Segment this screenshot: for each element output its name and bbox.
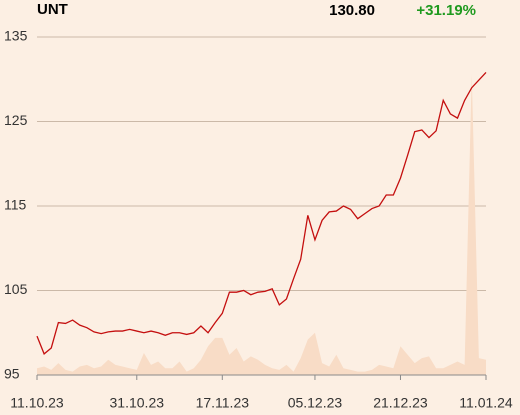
price-line	[36, 72, 487, 355]
y-tick-label: 115	[4, 197, 27, 213]
y-tick-label: 105	[4, 281, 28, 297]
y-tick-label: 95	[4, 366, 20, 382]
x-tick-label: 11.01.24	[459, 395, 513, 411]
x-tick-label: 31.10.23	[110, 395, 165, 411]
price: 130.80	[329, 2, 375, 19]
x-tick-label: 21.12.23	[373, 395, 428, 411]
y-tick-label: 125	[4, 112, 28, 128]
x-tick-label: 05.12.23	[288, 395, 343, 411]
y-tick-label: 135	[4, 28, 28, 44]
x-tick-label: 17.11.23	[196, 395, 250, 411]
ticker: UNT	[37, 1, 68, 18]
change: +31.19%	[416, 2, 476, 19]
x-tick-label: 11.10.23	[10, 395, 64, 411]
